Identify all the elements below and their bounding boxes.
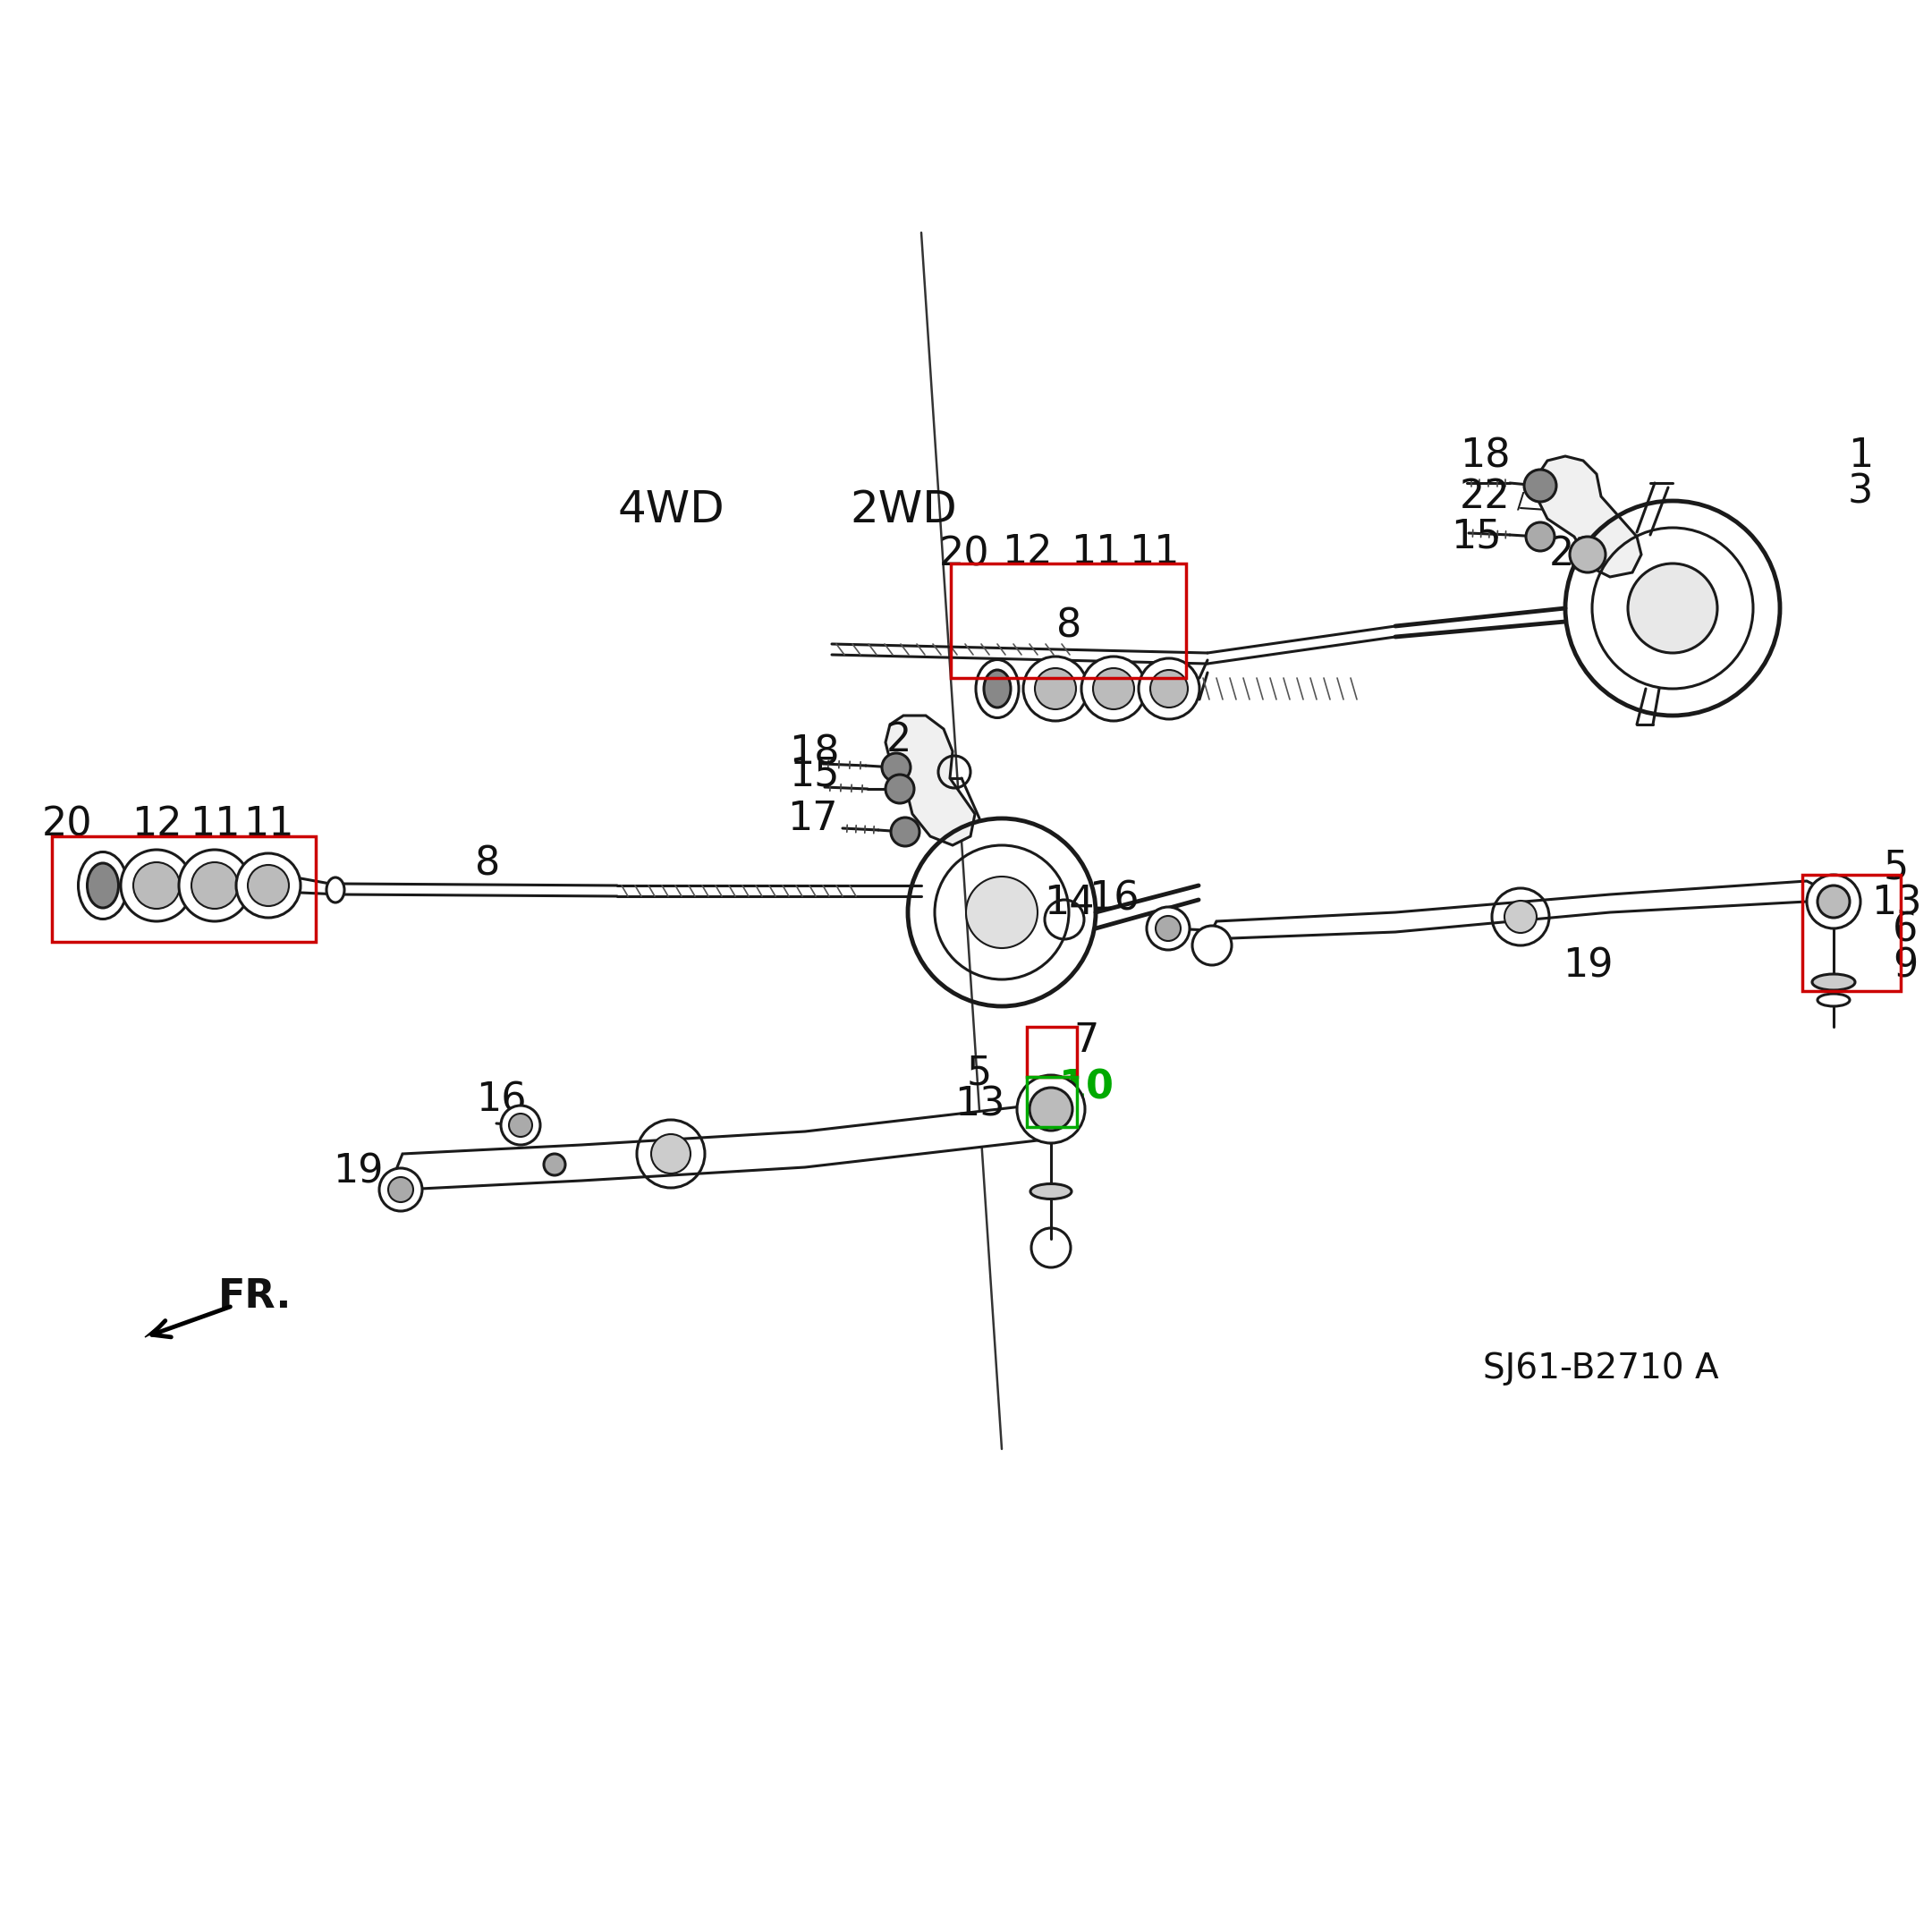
- Text: 15: 15: [788, 755, 838, 794]
- Text: 4WD: 4WD: [618, 489, 724, 531]
- Text: 9: 9: [1893, 947, 1918, 985]
- Ellipse shape: [983, 670, 1010, 707]
- Circle shape: [1629, 564, 1718, 653]
- Text: 15: 15: [1451, 518, 1501, 556]
- Bar: [1026, 1076, 1076, 1126]
- Text: 5: 5: [1884, 848, 1909, 887]
- Text: /: /: [1517, 491, 1524, 512]
- Text: 18: 18: [1459, 437, 1511, 475]
- Text: 22: 22: [1459, 477, 1511, 516]
- Circle shape: [1505, 900, 1536, 933]
- Ellipse shape: [1030, 1184, 1072, 1200]
- Text: 8: 8: [475, 844, 500, 883]
- Text: 13: 13: [1870, 885, 1922, 923]
- Ellipse shape: [327, 877, 344, 902]
- Circle shape: [1082, 657, 1146, 721]
- Text: 3: 3: [1847, 473, 1874, 512]
- Ellipse shape: [976, 659, 1018, 719]
- Circle shape: [508, 1113, 531, 1136]
- Text: 17: 17: [786, 800, 837, 838]
- Circle shape: [881, 753, 910, 782]
- Polygon shape: [1538, 456, 1642, 578]
- Bar: [1803, 875, 1901, 991]
- Text: 19: 19: [1563, 947, 1613, 985]
- Text: 16: 16: [475, 1080, 526, 1119]
- Circle shape: [1150, 670, 1188, 707]
- Circle shape: [1024, 657, 1088, 721]
- Text: 8: 8: [1057, 607, 1082, 645]
- Text: 20: 20: [939, 535, 989, 574]
- Polygon shape: [394, 1099, 1051, 1190]
- Text: 19: 19: [332, 1153, 383, 1190]
- Ellipse shape: [1818, 993, 1849, 1007]
- Text: 12: 12: [1001, 533, 1053, 572]
- Text: 13: 13: [954, 1086, 1005, 1124]
- Circle shape: [1524, 469, 1557, 502]
- Text: 16: 16: [1088, 879, 1138, 918]
- Circle shape: [1148, 906, 1190, 951]
- Circle shape: [1036, 668, 1076, 709]
- Bar: [1026, 1026, 1076, 1076]
- Text: 14: 14: [1043, 885, 1094, 923]
- Text: 4: 4: [887, 757, 912, 796]
- Circle shape: [966, 877, 1037, 949]
- Text: FR.: FR.: [218, 1277, 292, 1316]
- Circle shape: [1138, 659, 1200, 719]
- Circle shape: [885, 775, 914, 804]
- Circle shape: [500, 1105, 541, 1146]
- Text: SJ61-B2710 A: SJ61-B2710 A: [1484, 1352, 1719, 1385]
- Text: 7: 7: [1074, 1020, 1099, 1059]
- Text: 11: 11: [243, 806, 294, 844]
- Circle shape: [1569, 537, 1605, 572]
- Text: 2: 2: [887, 721, 912, 759]
- Text: 20: 20: [43, 806, 93, 844]
- Text: 11: 11: [1128, 533, 1179, 572]
- Text: 6: 6: [1893, 912, 1918, 949]
- Circle shape: [1094, 668, 1134, 709]
- Circle shape: [651, 1134, 690, 1173]
- Text: 11: 11: [189, 806, 240, 844]
- Circle shape: [543, 1153, 566, 1175]
- Circle shape: [388, 1177, 413, 1202]
- Circle shape: [1155, 916, 1180, 941]
- Circle shape: [180, 850, 251, 922]
- Circle shape: [133, 862, 180, 908]
- Text: 18: 18: [788, 734, 838, 773]
- Ellipse shape: [87, 864, 118, 908]
- Circle shape: [247, 866, 290, 906]
- Ellipse shape: [79, 852, 128, 920]
- Text: 12: 12: [131, 806, 182, 844]
- Bar: [52, 837, 315, 941]
- Polygon shape: [885, 715, 976, 846]
- Text: 2WD: 2WD: [850, 489, 956, 531]
- Circle shape: [379, 1169, 423, 1211]
- Text: 10: 10: [1059, 1068, 1115, 1107]
- Text: 1: 1: [1847, 437, 1874, 475]
- Text: 5: 5: [966, 1055, 991, 1094]
- Circle shape: [236, 854, 301, 918]
- Circle shape: [1192, 925, 1233, 966]
- Circle shape: [120, 850, 193, 922]
- Circle shape: [1016, 1074, 1086, 1144]
- Polygon shape: [145, 1323, 160, 1337]
- Text: 21: 21: [1549, 535, 1600, 574]
- Bar: [951, 564, 1186, 678]
- Text: 11: 11: [1070, 533, 1121, 572]
- Ellipse shape: [1812, 974, 1855, 989]
- Circle shape: [1526, 522, 1555, 551]
- Circle shape: [1806, 875, 1861, 929]
- Circle shape: [191, 862, 238, 908]
- Polygon shape: [1208, 881, 1833, 939]
- Circle shape: [1030, 1088, 1072, 1130]
- Circle shape: [891, 817, 920, 846]
- Circle shape: [1818, 885, 1849, 918]
